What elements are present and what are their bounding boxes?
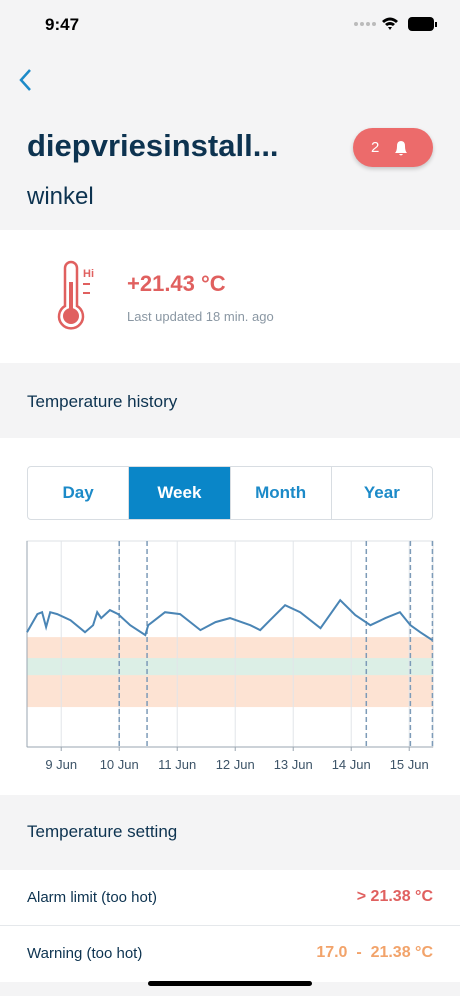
- x-tick-label: 9 Jun: [45, 757, 77, 772]
- back-button[interactable]: [14, 66, 38, 94]
- device-subtitle: winkel: [27, 183, 94, 210]
- status-time: 9:47: [45, 15, 80, 34]
- alert-badge[interactable]: 2: [353, 128, 433, 167]
- range-tab[interactable]: Year: [330, 467, 432, 519]
- x-tick-label: 13 Jun: [274, 757, 313, 772]
- current-temperature: +21.43 °C: [127, 271, 226, 296]
- range-tab[interactable]: Week: [128, 467, 230, 519]
- setting-row: Warning (too hot) 17.0 - 21.38 °C: [0, 925, 460, 980]
- setting-row: Alarm limit (too hot) > 21.38 °C: [0, 870, 460, 925]
- home-indicator: [148, 981, 312, 986]
- alert-count: 2: [371, 139, 380, 156]
- range-tab[interactable]: Day: [62, 483, 94, 502]
- last-updated: Last updated 18 min. ago: [127, 309, 274, 324]
- settings-list: Alarm limit (too hot) > 21.38 °C Warning (…: [0, 870, 460, 982]
- history-heading: Temperature history: [27, 392, 178, 411]
- status-icons: [354, 17, 437, 31]
- device-title: diepvriesinstall...: [27, 128, 279, 163]
- settings-heading: Temperature setting: [27, 822, 178, 841]
- range-tabs: Day Week Month Year: [27, 466, 433, 520]
- setting-value: > 21.38 °C: [356, 888, 433, 905]
- hi-label: Hi: [83, 268, 94, 280]
- x-tick-label: 11 Jun: [158, 757, 196, 772]
- setting-label: Warning (too hot): [27, 945, 143, 962]
- x-tick-label: 14 Jun: [332, 757, 371, 772]
- bell-icon: [395, 140, 408, 155]
- range-tab[interactable]: Month: [229, 467, 331, 519]
- x-tick-label: 12 Jun: [216, 757, 255, 772]
- thermometer-icon: Hi: [57, 260, 94, 330]
- temperature-line: [26, 598, 433, 642]
- setting-label: Alarm limit (too hot): [27, 889, 158, 906]
- chart: 9 Jun 10 Jun 11 Jun 12 Jun 13 Jun 14 Jun 15 Ju…: [26, 540, 434, 772]
- range-band: [27, 658, 433, 676]
- x-tick-label: 10 Jun: [100, 757, 139, 772]
- x-tick-label: 15 Jun: [390, 757, 429, 772]
- setting-value: 17.0 - 21.38 °C: [316, 944, 433, 961]
- current-panel: Hi +21.43 °C Last updated 18 min. ago: [0, 230, 460, 363]
